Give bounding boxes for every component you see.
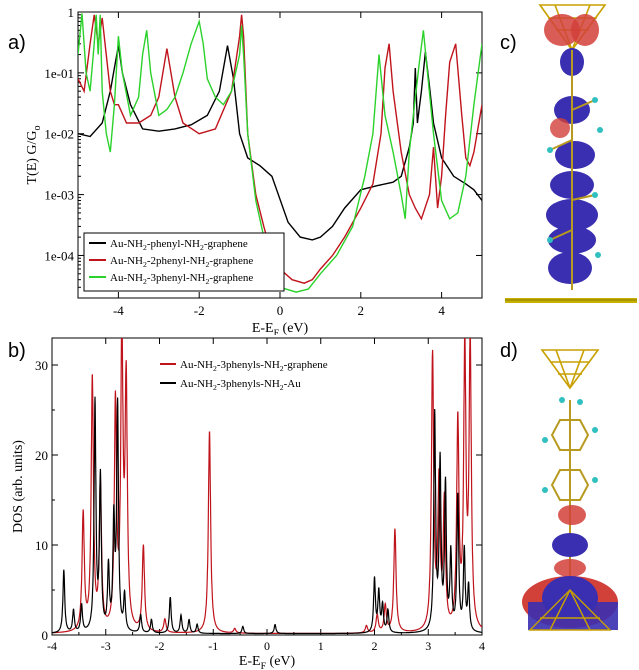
x-tick-label-a: 0 (277, 303, 284, 318)
series-line-a-1 (78, 45, 482, 241)
graphene-sheet (505, 298, 637, 303)
panel-label-a: a) (8, 32, 26, 54)
series-line-b-2 (52, 396, 482, 635)
legend-label-a-1: Au-NH2-phenyl-NH2-graphene (110, 238, 248, 252)
x-tick-label-a: -4 (113, 303, 124, 318)
panel-label-b: b) (8, 340, 26, 362)
legend-label-a-3: Au-NH2-3phenyl-NH2-graphene (110, 272, 253, 286)
molecule-illustration-d (522, 349, 618, 631)
molecule-backbone-c (549, 50, 596, 290)
x-tick-label-b: -4 (47, 639, 57, 653)
x-tick-label-b: 4 (479, 639, 485, 653)
molecule-illustration-c (505, 4, 637, 303)
y-tick-label-a: 1e-03 (44, 188, 74, 203)
x-tick-label-b: 1 (318, 639, 324, 653)
x-axis-label-b: E-EF (eV) (239, 654, 296, 670)
y-tick-label-a: 1 (68, 5, 75, 20)
legend-box-a (83, 232, 285, 292)
y-axis-label-a: T(E) G/Go (25, 125, 43, 184)
x-tick-label-b: 3 (425, 639, 431, 653)
y-axis-label-b: DOS (arb. units) (11, 440, 26, 533)
legend-label-b-2: Au-NH2-3phenyls-NH2-Au (180, 378, 301, 392)
dos-chart: -4 -3 -2 -1 0 1 2 3 4 0 10 20 30 DOS (arb. units) E-EF… (11, 337, 485, 670)
legend-label-a-2: Au-NH2-2phenyl-NH2-graphene (110, 255, 253, 269)
transmission-chart: -4 -2 0 2 4 1 1e-01 1e-02 1e-03 1e-04 T(E) G/Go E-E… (25, 5, 483, 335)
hydrogen-atoms-d (542, 397, 598, 493)
y-tick-label-a: 1e-02 (44, 127, 74, 142)
x-tick-label-b: -2 (155, 639, 165, 653)
y-tick-label-a: 1e-01 (44, 66, 74, 81)
x-axis-label-a: E-EF (eV) (252, 321, 309, 335)
y-tick-label-b: 20 (35, 448, 48, 463)
y-tick-label-b: 0 (42, 628, 49, 643)
molecule-backbone-d (550, 400, 590, 590)
legend-label-b-1: Au-NH2-3phenyls-NH2-graphene (180, 359, 328, 373)
gold-cluster-bottom (528, 589, 612, 631)
gold-pyramid-top-d (540, 349, 600, 390)
x-tick-label-b: -3 (101, 639, 111, 653)
panel-label-d: d) (500, 340, 518, 362)
x-tick-label-b: -1 (208, 639, 218, 653)
orbital-isosurface-c (544, 14, 599, 284)
orbital-isosurface-d (522, 505, 618, 630)
series-line-a-3 (78, 13, 482, 293)
y-tick-label-a: 1e-04 (44, 248, 74, 263)
x-tick-label-b: 2 (372, 639, 378, 653)
x-tick-label-a: 2 (358, 303, 365, 318)
hydrogen-atoms-c (547, 97, 603, 258)
series-line-a-2 (78, 14, 482, 284)
y-tick-label-b: 30 (35, 358, 48, 373)
x-tick-label-a: 4 (438, 303, 445, 318)
x-tick-label-a: -2 (194, 303, 205, 318)
y-tick-label-b: 10 (35, 538, 48, 553)
panel-label-c: c) (500, 32, 517, 54)
x-tick-label-b: 0 (264, 639, 270, 653)
